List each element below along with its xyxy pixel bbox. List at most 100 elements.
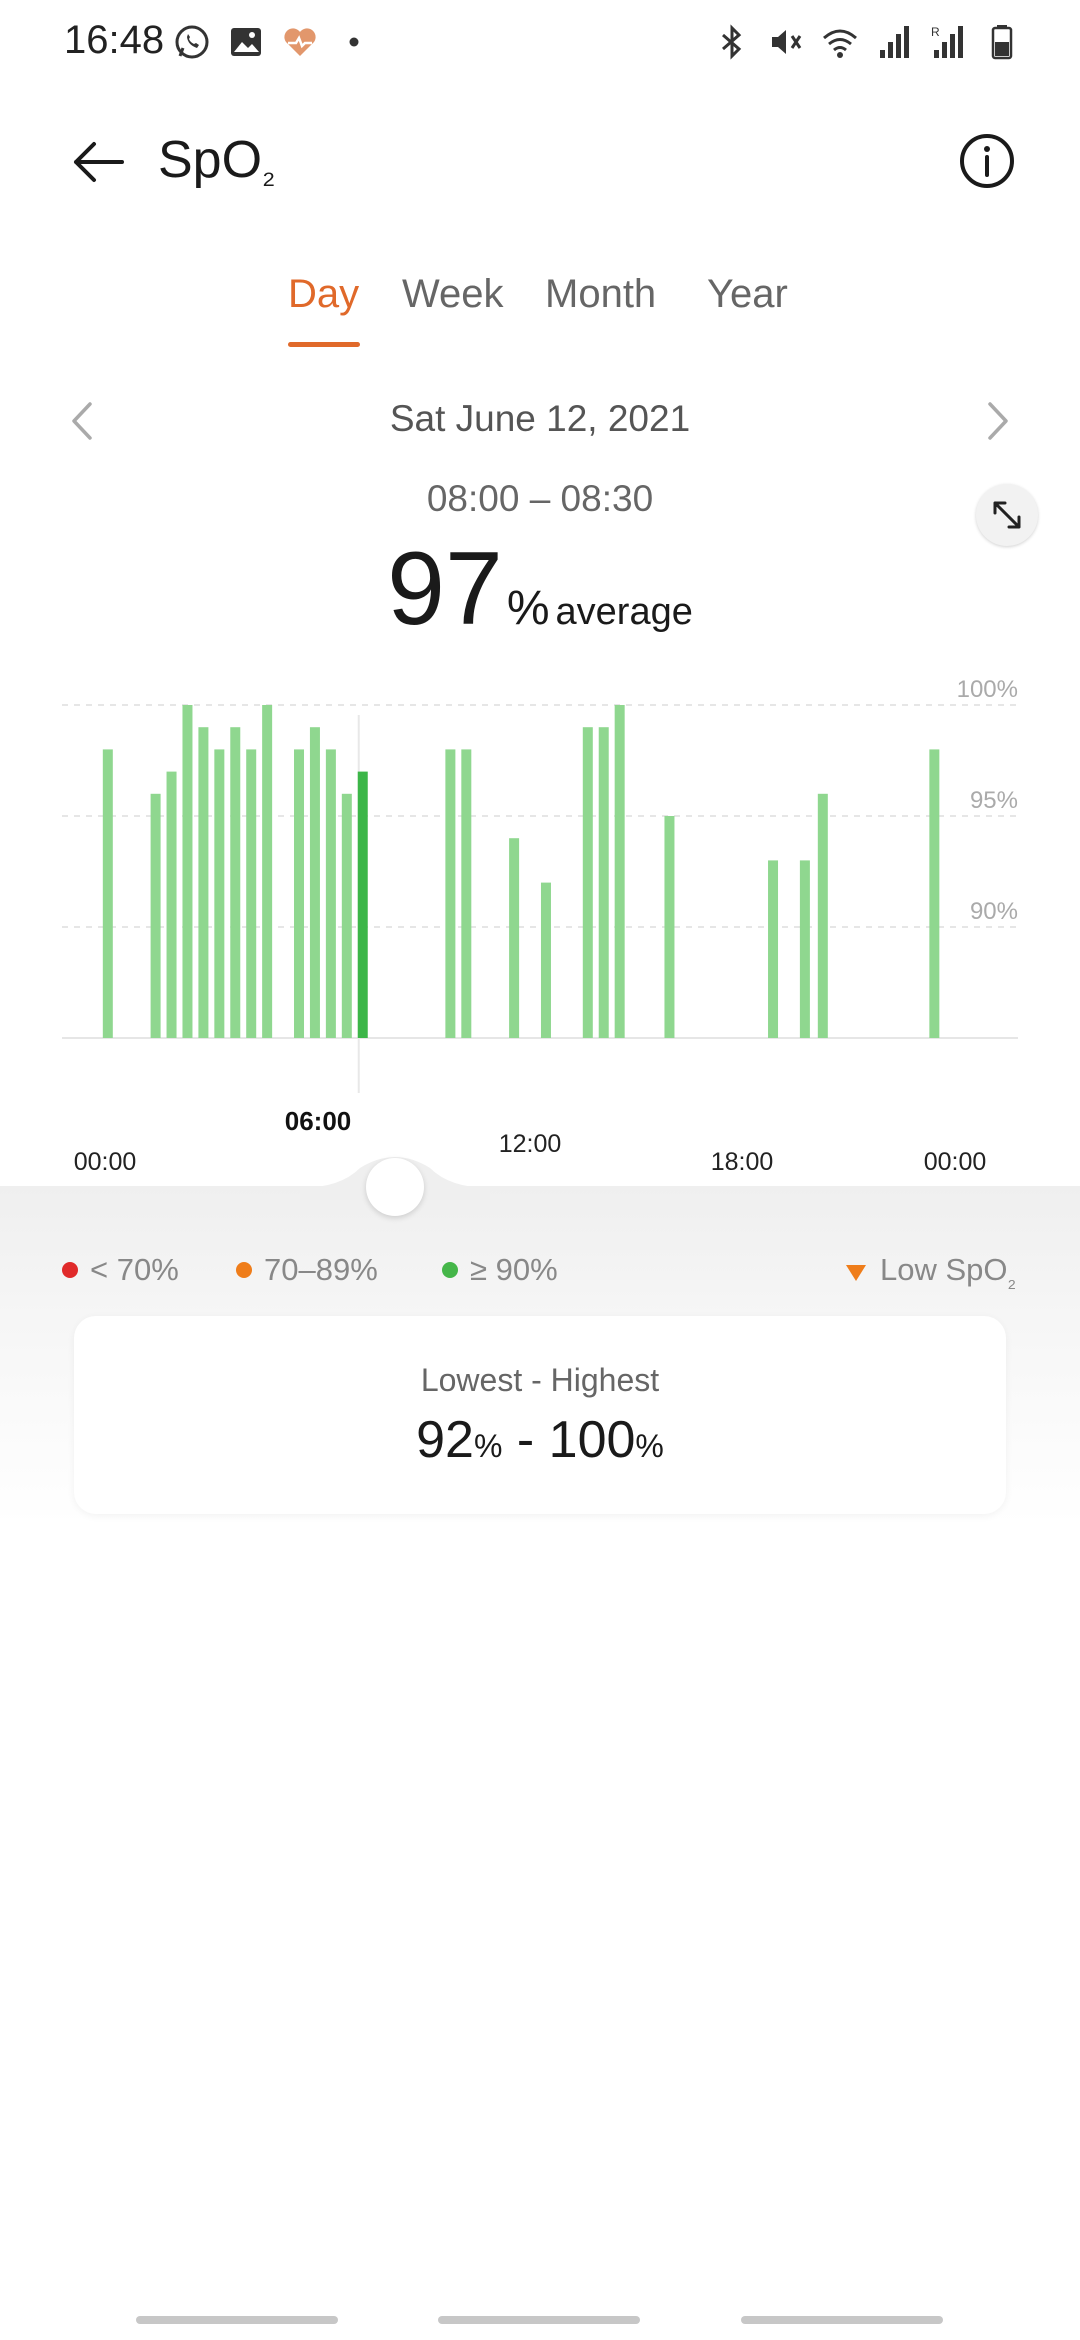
tab-week[interactable]: Week (402, 272, 504, 316)
legend-item-normal: ≥ 90% (442, 1252, 558, 1288)
system-nav-bar (0, 2310, 1080, 2340)
y-tick-label: 95% (970, 787, 1018, 814)
status-time: 16:48 (64, 18, 165, 62)
chart-bar (182, 705, 193, 1038)
spo2-bar-chart[interactable]: 100% 95% 90% 00:00 06:00 12:00 18:00 00:00 (0, 660, 1080, 1200)
x-tick-label: 00:00 (924, 1148, 987, 1176)
battery-icon (991, 25, 1013, 60)
chart-bar (445, 749, 456, 1038)
period-tabs: Day Week Month Year (0, 272, 1080, 352)
legend-label: ≥ 90% (470, 1252, 558, 1287)
chart-bar (246, 749, 257, 1038)
x-tick-label: 18:00 (711, 1148, 774, 1176)
vibrate-mute-icon (772, 30, 802, 54)
legend-item-low: < 70% (62, 1252, 179, 1288)
page-title-subscript: ₂ (262, 153, 276, 191)
back-button[interactable] (60, 124, 136, 200)
legend-item-mid: 70–89% (236, 1252, 378, 1288)
chart-bar (294, 749, 305, 1038)
nav-home-button[interactable] (438, 2316, 640, 2324)
next-date-button[interactable] (978, 394, 1018, 448)
lowest-value: 92 (416, 1411, 474, 1469)
expand-icon (993, 501, 1021, 529)
chart-bar (461, 749, 472, 1038)
lowest-unit: % (473, 1428, 503, 1464)
tab-year[interactable]: Year (707, 272, 788, 316)
y-tick-label: 100% (957, 676, 1018, 703)
info-button[interactable] (952, 126, 1022, 196)
chart-legend: < 70% 70–89% ≥ 90% Low SpO₂ (0, 1252, 1080, 1302)
chevron-right-icon (988, 402, 1008, 440)
tab-day[interactable]: Day (288, 272, 360, 316)
chevron-left-icon (72, 402, 92, 440)
legend-label-low-spo2: Low SpO₂ (880, 1252, 1017, 1293)
chart-bar (102, 749, 113, 1038)
chart-bar (582, 727, 593, 1038)
chart-bar (262, 705, 273, 1038)
chart-bar (230, 727, 241, 1038)
chart-bar (150, 793, 161, 1038)
chart-bar (166, 771, 177, 1038)
chart-bar (509, 838, 520, 1038)
lowest-highest-title: Lowest - Highest (420, 1362, 660, 1398)
status-bar: 16:48 (0, 0, 1080, 84)
legend-label: < 70% (90, 1252, 179, 1287)
highest-unit: % (635, 1428, 664, 1464)
app-header: SpO₂ (0, 120, 1080, 240)
signal-icon (880, 26, 909, 58)
page-title: SpO₂ (158, 130, 276, 191)
tab-active-indicator (288, 342, 360, 347)
x-tick-label-selected: 06:00 (285, 1106, 352, 1136)
average-value: 97 (387, 531, 503, 647)
date-navigator: Sat June 12, 2021 (0, 392, 1080, 452)
average-label: average (555, 591, 693, 633)
x-tick-label: 12:00 (499, 1130, 562, 1158)
chart-bar (929, 749, 940, 1038)
chart-bar (198, 727, 209, 1038)
whatsapp-icon (175, 25, 209, 59)
bluetooth-icon (722, 24, 742, 60)
x-tick-label: 00:00 (74, 1148, 137, 1176)
lowest-highest-value: 92% - 100% (74, 1410, 1006, 1470)
wifi-icon (823, 29, 857, 58)
gallery-icon (231, 28, 261, 56)
chart-bar (817, 793, 828, 1038)
average-unit: % (506, 582, 550, 635)
legend-dot-red (62, 1262, 78, 1278)
chart-bar (664, 816, 675, 1038)
chart-bar (309, 727, 320, 1038)
chart-bar (540, 882, 551, 1038)
expand-chart-button[interactable] (976, 484, 1038, 546)
selected-time-range: 08:00 – 08:30 (426, 478, 654, 519)
arrow-left-icon (74, 142, 124, 182)
signal-roaming-icon: R (931, 25, 963, 58)
time-slider-handle[interactable] (366, 1158, 424, 1216)
svg-text:R: R (931, 25, 940, 39)
chart-bar-selected (357, 771, 368, 1038)
average-readout: 97% average (0, 530, 1080, 647)
chart-bar (614, 705, 625, 1038)
chart-bar (341, 793, 352, 1038)
prev-date-button[interactable] (62, 394, 102, 448)
legend-label: 70–89% (264, 1252, 378, 1287)
legend-dot-green (442, 1262, 458, 1278)
chart-bar (768, 860, 779, 1038)
low-spo2-marker-icon (846, 1264, 866, 1281)
info-icon (960, 134, 1014, 188)
chart-bar (598, 727, 609, 1038)
chart-bar (214, 749, 225, 1038)
page-title-main: SpO (158, 131, 263, 189)
date-label: Sat June 12, 2021 (389, 398, 691, 439)
nav-recents-button[interactable] (136, 2316, 338, 2324)
nav-back-button[interactable] (741, 2316, 943, 2324)
legend-item-low-spo2: Low SpO₂ (846, 1252, 1016, 1293)
range-separator: - (516, 1411, 535, 1469)
heart-health-icon (284, 28, 316, 56)
chart-bar (325, 749, 336, 1038)
notification-dot-icon (349, 37, 359, 47)
lowest-highest-card: Lowest - Highest 92% - 100% (74, 1316, 1006, 1514)
y-tick-label: 90% (970, 898, 1018, 925)
highest-value: 100 (548, 1411, 636, 1469)
tab-month[interactable]: Month (545, 272, 657, 316)
legend-dot-orange (236, 1262, 252, 1278)
